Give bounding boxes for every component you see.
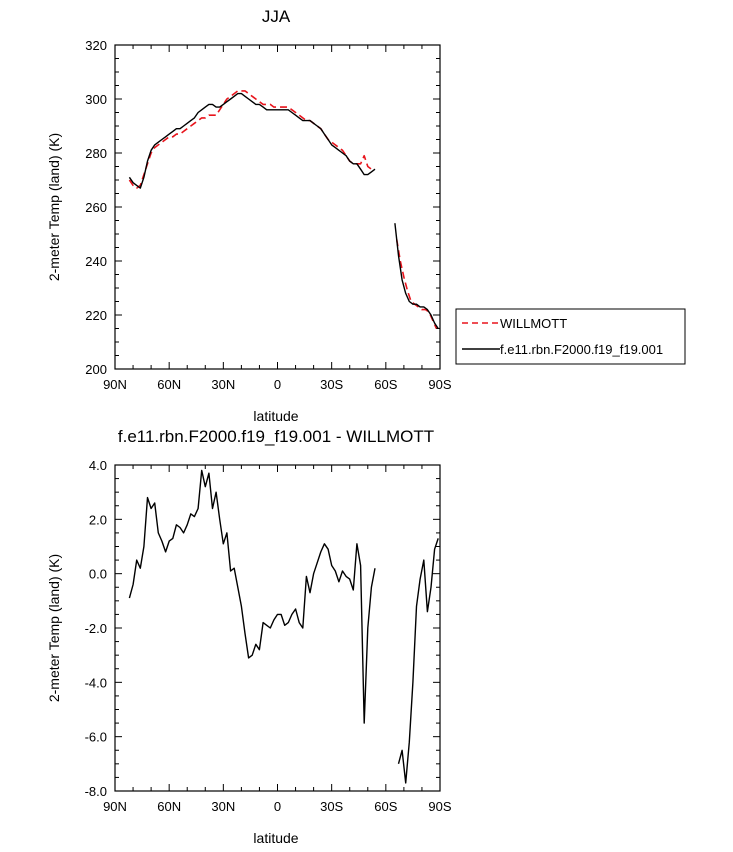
y-tick-labels-bottom: -8.0 -6.0 -4.0 -2.0 0.0 2.0 4.0 (85, 458, 107, 799)
y-tick-labels-top: 200 220 240 260 280 300 320 (85, 38, 107, 377)
x-tick-label: 30N (211, 377, 235, 392)
y-tick-label: -8.0 (85, 784, 107, 799)
y-tick-label: -4.0 (85, 675, 107, 690)
chart-legend: WILLMOTT f.e11.rbn.F2000.f19_f19.001 (455, 308, 686, 365)
x-tick-label: 0 (274, 377, 281, 392)
y-tick-label: 2.0 (89, 512, 107, 527)
x-tick-label: 60S (374, 377, 397, 392)
plot-frame-top (114, 44, 441, 370)
x-tick-label: 90N (103, 799, 127, 814)
plot-lines-bottom (128, 469, 439, 784)
x-tick-label: 60S (374, 799, 397, 814)
chart-title-top: JJA (262, 7, 291, 26)
x-tick-label: 60N (157, 799, 181, 814)
legend-box (455, 308, 686, 365)
y-tick-label: -6.0 (85, 730, 107, 745)
y-tick-label: -2.0 (85, 621, 107, 636)
y-tick-label: 280 (85, 146, 107, 161)
x-axis-label-top: latitude (253, 408, 298, 424)
chart-title-bottom: f.e11.rbn.F2000.f19_f19.001 - WILLMOTT (118, 427, 434, 446)
series-line-top-0-segment-0 (128, 90, 375, 189)
y-axis-label-top: 2-meter Temp (land) (K) (46, 133, 62, 281)
y-tick-label: 0.0 (89, 567, 107, 582)
x-tick-label: 30N (211, 799, 235, 814)
y-tick-label: 240 (85, 254, 107, 269)
x-tick-label: 90S (428, 799, 451, 814)
y-tick-label: 320 (85, 38, 107, 53)
plot-lines-top (128, 90, 439, 329)
x-tick-labels-bottom: 90N 60N 30N 0 30S 60S 90S (103, 799, 452, 814)
series-line-top-0-segment-1 (395, 239, 438, 329)
series-line-top-1-segment-0 (128, 92, 376, 189)
x-tick-labels-top: 90N 60N 30N 0 30S 60S 90S (103, 377, 452, 392)
chart-panel-temperature: JJA 90N 60N 30N 0 30S 60S 90S 200 220 240 260 280 3… (46, 7, 452, 424)
axis-ticks-bottom (114, 464, 441, 792)
legend-label-model: f.e11.rbn.F2000.f19_f19.001 (500, 342, 663, 357)
y-axis-label-bottom: 2-meter Temp (land) (K) (46, 554, 62, 702)
x-tick-label: 30S (320, 377, 343, 392)
x-axis-label-bottom: latitude (253, 830, 298, 846)
legend-label-willmott: WILLMOTT (500, 316, 567, 331)
plot-frame-bottom (114, 464, 441, 792)
y-tick-label: 300 (85, 92, 107, 107)
series-line-bottom-0-segment-0 (128, 469, 376, 724)
x-tick-label: 90S (428, 377, 451, 392)
x-tick-label: 30S (320, 799, 343, 814)
axis-ticks-top (114, 44, 441, 370)
x-tick-label: 90N (103, 377, 127, 392)
y-tick-label: 4.0 (89, 458, 107, 473)
y-tick-label: 220 (85, 308, 107, 323)
x-tick-label: 60N (157, 377, 181, 392)
series-line-top-1-segment-1 (394, 223, 439, 329)
chart-panel-difference: f.e11.rbn.F2000.f19_f19.001 - WILLMOTT 9… (46, 427, 452, 846)
y-tick-label: 200 (85, 362, 107, 377)
y-tick-label: 260 (85, 200, 107, 215)
x-tick-label: 0 (274, 799, 281, 814)
series-line-bottom-0-segment-1 (397, 538, 439, 784)
